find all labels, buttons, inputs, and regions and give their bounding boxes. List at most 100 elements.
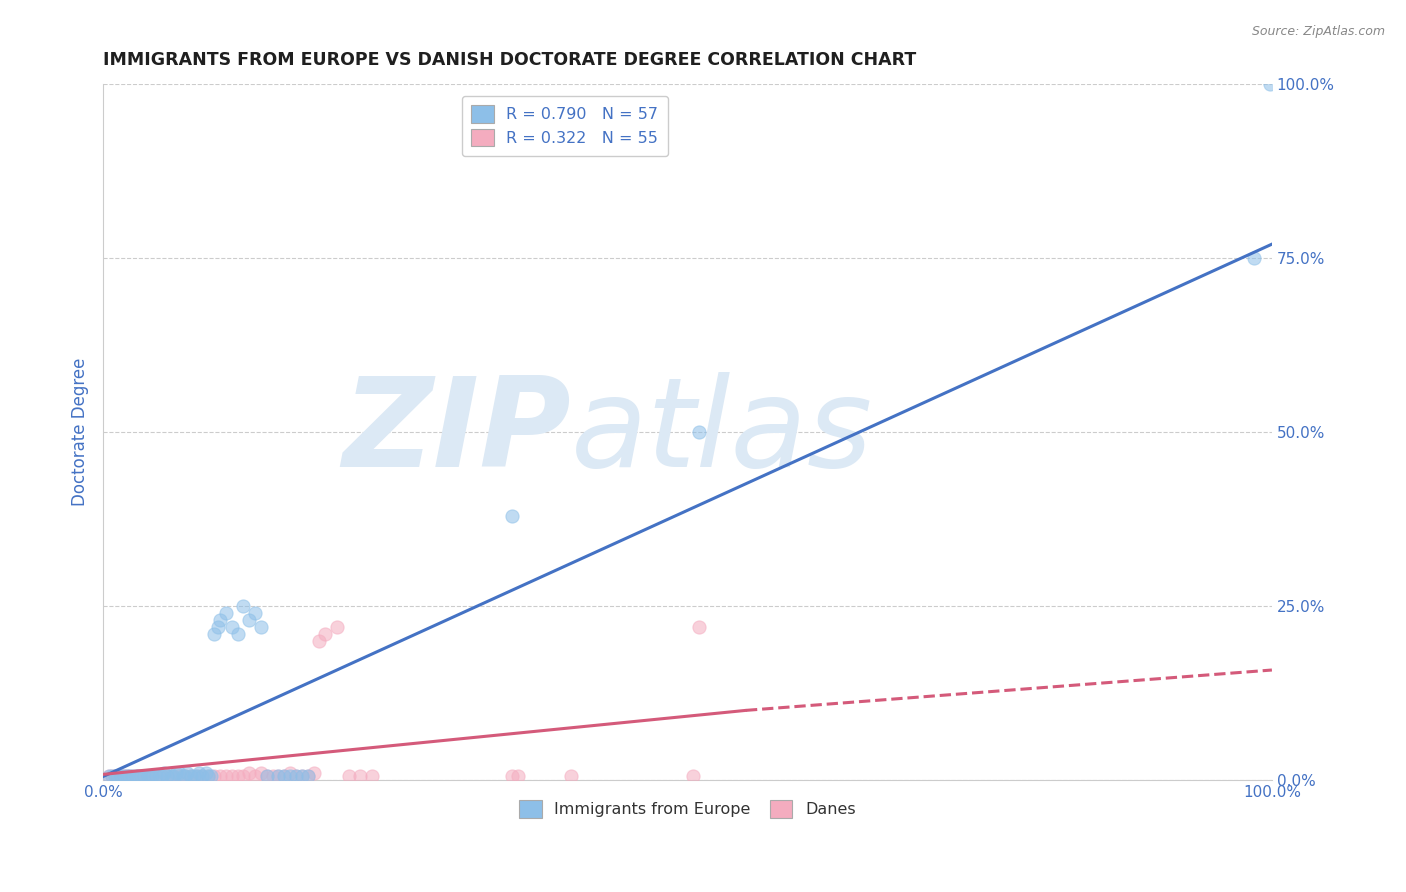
Point [150,769,173,783]
Point [180,769,202,783]
Point [156,769,179,783]
Point [291,769,314,783]
Point [291,769,314,783]
Text: Source: ZipAtlas.com: Source: ZipAtlas.com [1251,25,1385,38]
Point [688,425,710,439]
Point [118,769,141,783]
Point [132,769,155,783]
Point [129,769,152,783]
Point [308,633,330,648]
Point [361,769,384,783]
Point [174,769,197,783]
Point [267,769,290,783]
Point [221,620,243,634]
Point [139,769,162,783]
Point [112,769,135,783]
Legend: Immigrants from Europe, Danes: Immigrants from Europe, Danes [513,794,862,824]
Point [167,766,190,780]
Text: atlas: atlas [571,372,873,492]
Point [256,769,278,783]
Point [682,769,704,783]
Point [285,769,308,783]
Point [278,766,301,780]
Point [506,769,529,783]
Text: ZIP: ZIP [342,372,571,492]
Point [141,769,163,783]
Point [162,769,184,783]
Point [165,766,187,780]
Point [238,613,260,627]
Point [110,769,132,783]
Point [208,769,231,783]
Point [297,769,319,783]
Point [105,769,128,783]
Point [136,769,159,783]
Point [215,769,238,783]
Point [1258,77,1281,91]
Point [162,769,184,783]
Point [112,769,135,783]
Point [145,769,167,783]
Point [139,769,162,783]
Point [232,769,254,783]
Point [215,606,238,620]
Point [195,766,218,780]
Point [501,508,523,523]
Point [176,766,198,780]
Point [207,620,229,634]
Point [262,769,284,783]
Point [125,769,148,783]
Point [125,769,148,783]
Point [183,769,205,783]
Point [145,769,167,783]
Point [121,769,143,783]
Point [302,766,325,780]
Point [127,769,149,783]
Point [297,769,319,783]
Point [243,606,266,620]
Point [250,620,273,634]
Point [115,769,138,783]
Point [101,769,124,783]
Point [115,769,138,783]
Y-axis label: Doctorate Degree: Doctorate Degree [72,358,89,507]
Point [202,769,225,783]
Point [141,769,163,783]
Point [156,769,179,783]
Point [197,769,219,783]
Point [172,769,194,783]
Point [136,769,159,783]
Point [153,766,176,780]
Point [349,769,371,783]
Point [278,769,301,783]
Point [226,627,249,641]
Point [191,769,214,783]
Point [560,769,582,783]
Point [202,627,225,641]
Point [208,613,231,627]
Point [150,769,173,783]
Point [105,769,128,783]
Point [232,599,254,613]
Point [174,769,197,783]
Point [256,769,278,783]
Point [273,769,295,783]
Point [314,627,336,641]
Point [104,769,127,783]
Point [273,769,295,783]
Point [118,769,141,783]
Point [132,769,155,783]
Point [200,769,222,783]
Point [148,769,170,783]
Point [101,769,124,783]
Point [129,769,152,783]
Point [221,769,243,783]
Point [1243,251,1265,265]
Point [326,620,349,634]
Point [250,766,273,780]
Point [186,769,208,783]
Point [160,769,183,783]
Point [226,769,249,783]
Point [104,769,127,783]
Point [98,769,121,783]
